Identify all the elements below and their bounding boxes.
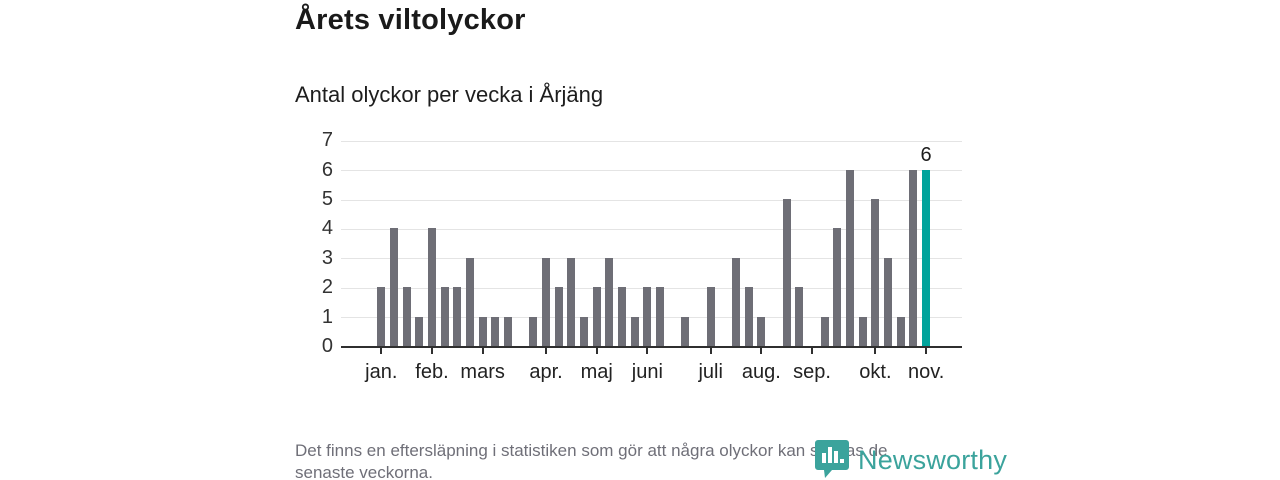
x-axis-month-label: sep. — [793, 361, 831, 383]
x-axis-month-label: okt. — [859, 361, 892, 383]
bar-week — [795, 287, 804, 346]
y-axis-label-7: 7 — [321, 129, 333, 152]
x-axis-month-label: maj — [580, 361, 613, 383]
bar-week — [896, 316, 905, 346]
x-axis-tick-juni — [646, 348, 649, 354]
gridline-1 — [341, 317, 962, 319]
newsworthy-marker-icon — [813, 438, 851, 480]
x-axis-tick-apr — [545, 348, 547, 354]
gridline-7 — [341, 140, 962, 142]
bar-week — [427, 228, 436, 346]
x-axis-month-label: mars — [460, 361, 505, 383]
gridline-2 — [341, 287, 962, 289]
bar-week — [567, 257, 576, 346]
bar-week — [618, 287, 627, 346]
footer-note-line2: senaste veckorna. — [295, 463, 433, 480]
newsworthy-wordmark: Newsworthy — [858, 445, 1008, 475]
bar-week — [871, 199, 880, 346]
bar-week — [580, 316, 589, 346]
bar-week — [542, 257, 550, 346]
bar-week — [833, 228, 842, 346]
newsworthy-logo[interactable]: Newsworthy — [813, 438, 1007, 480]
bar-week — [377, 287, 386, 346]
bar-week — [465, 257, 474, 346]
footer-note-line1: Det finns en eftersläpning i statistiken… — [295, 441, 888, 460]
bar-week — [630, 316, 639, 346]
bar-week — [389, 228, 398, 346]
bar-week — [491, 316, 500, 346]
y-axis-label-5: 5 — [321, 188, 333, 210]
page-title: Årets viltolyckor — [295, 4, 526, 36]
footer-note: Det finns en eftersläpning i statistiken… — [295, 440, 995, 480]
x-axis-tick-mars — [481, 348, 484, 354]
bar-week — [592, 287, 601, 346]
current-week-value-label: 6 — [920, 143, 932, 166]
bar-week — [478, 316, 487, 346]
x-axis-tick-nov — [925, 348, 928, 354]
y-axis-label-0: 0 — [321, 335, 333, 357]
bar-week — [440, 287, 449, 346]
bar-week — [706, 287, 715, 346]
bar-week — [909, 169, 918, 346]
gridline-4 — [341, 228, 962, 230]
y-axis-label-1: 1 — [321, 305, 333, 328]
bar-week — [415, 316, 424, 346]
bar-week — [681, 316, 690, 346]
bar-chart-plot-area: 0 1 2 3 4 5 6 7 jan. feb. mars apr. maj juni juli aug. s… — [322, 129, 962, 390]
x-axis-tick-jan — [380, 348, 383, 354]
bar-week-current — [922, 169, 931, 346]
gridline-3 — [341, 258, 962, 260]
y-axis-label-4: 4 — [321, 217, 333, 240]
x-axis-month-label: aug. — [741, 361, 781, 383]
bar-week — [820, 316, 829, 346]
bar-week — [656, 287, 665, 346]
x-axis-tick-feb — [430, 348, 433, 354]
y-axis-label-6: 6 — [321, 158, 333, 181]
chart-subtitle: Antal olyckor per vecka i Årjäng — [295, 82, 604, 107]
x-axis-month-label: juli — [698, 361, 723, 383]
x-axis-month-label: nov. — [907, 361, 945, 383]
bar-week — [643, 287, 652, 346]
x-axis-tick-sep — [811, 348, 814, 354]
bar-week — [402, 287, 411, 346]
x-axis-month-label: apr. — [529, 361, 563, 383]
bar-week — [453, 287, 462, 346]
bar-week — [846, 169, 855, 346]
x-axis-month-label: juni — [631, 361, 663, 383]
bar-week — [529, 316, 538, 346]
x-axis-tick-okt — [874, 348, 877, 354]
bar-week — [504, 316, 512, 346]
bar-week — [858, 316, 867, 346]
x-axis-line — [341, 346, 962, 348]
gridline-6 — [341, 170, 962, 172]
x-axis-tick-maj — [595, 348, 598, 354]
gridline-5 — [341, 199, 962, 201]
bar-week — [605, 257, 614, 346]
bar-week — [744, 287, 753, 346]
x-axis-tick-juli — [709, 348, 712, 354]
y-axis-label-2: 2 — [321, 276, 333, 299]
bar-week — [884, 257, 893, 346]
bar-week — [782, 199, 791, 346]
bar-week — [732, 257, 741, 346]
bar-week — [554, 287, 563, 346]
y-axis-label-3: 3 — [321, 246, 333, 269]
x-axis-month-label: feb. — [415, 361, 449, 383]
x-axis-month-label: jan. — [365, 361, 398, 383]
x-axis-tick-aug — [760, 348, 763, 354]
bar-week — [757, 316, 766, 346]
